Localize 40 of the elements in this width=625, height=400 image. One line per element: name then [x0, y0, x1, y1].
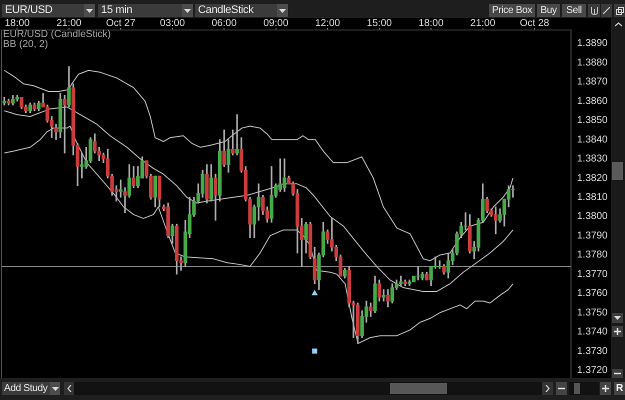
text: Sell [562, 4, 586, 17]
x-tick-label: 18:00 [418, 18, 444, 29]
x-tick-label: 09:00 [263, 18, 289, 29]
y-tick-label: 1.3740 [577, 326, 608, 338]
chart-title: EUR/USD (CandleStick) [3, 29, 111, 40]
y-tick-label: 1.3810 [577, 192, 608, 204]
y-tick-label: 1.3730 [577, 346, 608, 357]
text: CandleStick [198, 4, 254, 17]
text: BB (20, 2) [3, 39, 48, 50]
x-tick-label: Oct 28 [520, 18, 550, 29]
text: R [614, 382, 625, 395]
y-tick-label: 1.3800 [577, 211, 608, 222]
y-tick-label: 1.3760 [577, 288, 608, 300]
x-tick-label: 12:00 [315, 18, 341, 29]
x-tick-label: Oct 27 [106, 18, 136, 29]
y-tick-label: 1.3750 [577, 307, 608, 318]
y-tick-label: 1.3870 [577, 76, 608, 88]
y-tick-label: 1.3720 [577, 365, 608, 376]
text: Price Box [489, 4, 535, 17]
text: 15 min [101, 4, 132, 17]
text: Buy [537, 4, 560, 17]
y-tick-label: 1.3850 [577, 115, 608, 126]
x-tick-label: 15:00 [366, 18, 392, 29]
y-tick-label: 1.3880 [577, 57, 608, 68]
x-tick-label: 03:00 [160, 18, 186, 29]
y-tick-label: 1.3770 [577, 268, 608, 280]
y-tick-label: 1.3890 [577, 38, 608, 50]
x-tick-label: 18:00 [4, 18, 30, 29]
x-tick-label: 06:00 [212, 18, 238, 29]
y-tick-label: 1.3840 [577, 134, 608, 146]
text: EUR/USD [5, 4, 52, 17]
y-tick-label: 1.3830 [577, 154, 608, 165]
candlestick [235, 114, 239, 156]
y-tick-label: 1.3780 [577, 250, 608, 261]
x-tick-label: 21:00 [56, 18, 82, 29]
x-tick-label: 21:00 [470, 18, 496, 29]
y-tick-label: 1.3820 [577, 172, 608, 184]
text: Add Study [4, 382, 48, 395]
y-tick-label: 1.3790 [577, 230, 608, 242]
y-tick-label: 1.3860 [577, 96, 608, 107]
